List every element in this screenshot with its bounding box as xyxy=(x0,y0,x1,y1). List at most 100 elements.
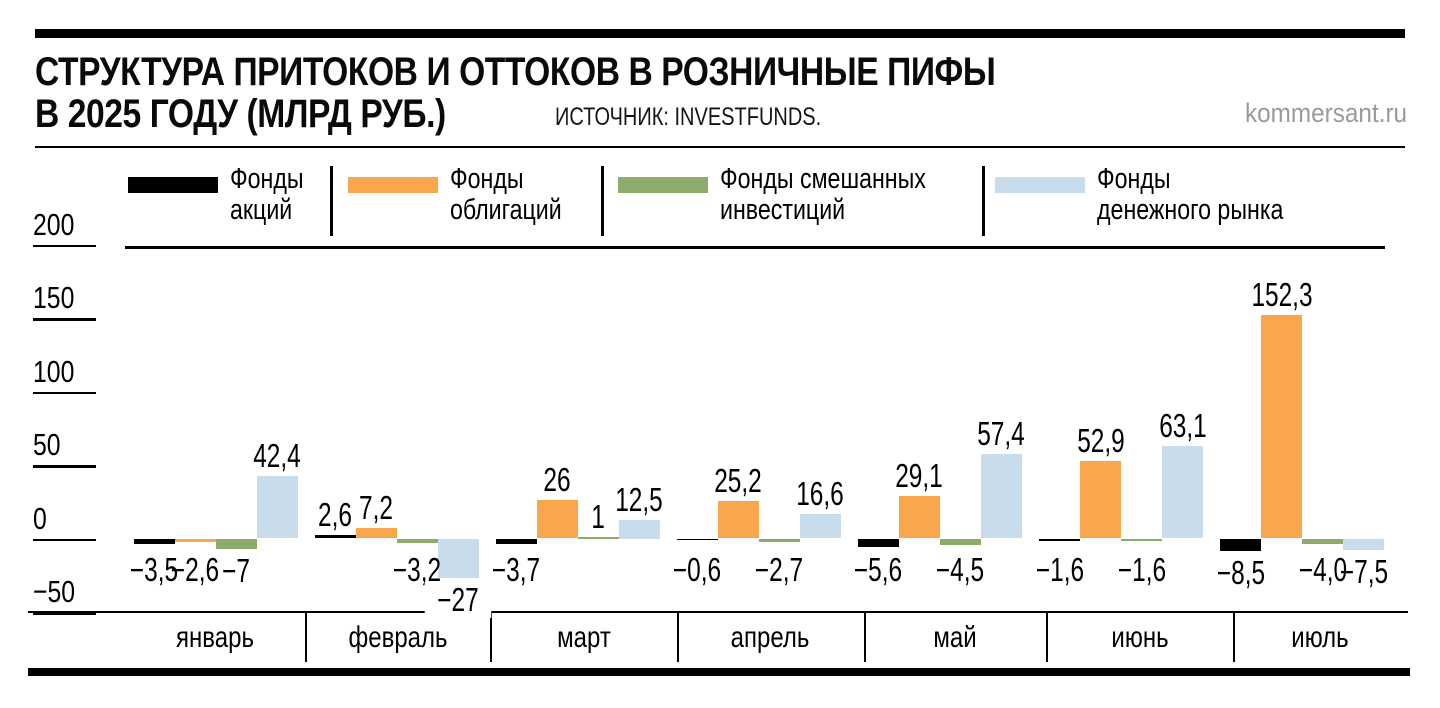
bottom-rule xyxy=(28,668,1410,676)
bar-фонды-акций xyxy=(676,538,718,540)
y-tick-line xyxy=(33,318,96,321)
bar-фонды-денежного-рынка xyxy=(437,538,479,579)
legend-divider-line xyxy=(330,166,333,236)
bar-фонды-смешанных-инвестиций xyxy=(1302,538,1344,545)
bar-value-label: −2,7 xyxy=(755,551,804,588)
bar-фонды-акций xyxy=(495,538,537,544)
bar-фонды-денежного-рынка xyxy=(799,514,841,539)
legend-swatch xyxy=(618,177,708,193)
month-label: май xyxy=(933,621,977,654)
legend-swatch xyxy=(128,177,218,193)
bar-value-label: 42,4 xyxy=(253,437,301,475)
month-label: июль xyxy=(1291,621,1349,654)
bar-фонды-акций xyxy=(314,534,356,539)
month-separator xyxy=(1233,611,1235,662)
bar-фонды-акций xyxy=(1220,538,1262,551)
brand-watermark: kommersant.ru xyxy=(1244,98,1407,128)
bar-фонды-денежного-рынка xyxy=(980,454,1022,539)
y-tick-label: 150 xyxy=(33,280,75,315)
month-separator xyxy=(490,611,492,662)
legend-divider-line xyxy=(601,166,604,236)
bar-value-label: −7,5 xyxy=(1339,552,1388,590)
bar-value-label: 52,9 xyxy=(1076,421,1125,459)
page-title-line-1: СТРУКТУРА ПРИТОКОВ И ОТТОКОВ В РОЗНИЧНЫЕ… xyxy=(35,50,996,94)
bar-value-label: −3,2 xyxy=(392,551,442,588)
month-label: апрель xyxy=(730,621,810,654)
bar-фонды-денежного-рынка xyxy=(1162,445,1203,539)
bar-value-label: −4,5 xyxy=(936,551,985,588)
bar-value-label: 152,3 xyxy=(1251,275,1313,313)
bar-value-label: 26 xyxy=(543,461,571,499)
source-note: ИСТОЧНИК: INVESTFUNDS. xyxy=(555,103,822,131)
bar-фонды-денежного-рынка xyxy=(1343,538,1385,550)
bar-фонды-смешанных-инвестиций xyxy=(215,538,257,549)
legend-swatch xyxy=(348,177,438,193)
y-tick-line xyxy=(33,244,96,247)
bar-фонды-денежного-рынка xyxy=(618,520,660,539)
bar-фонды-акций xyxy=(133,538,175,544)
bar-фонды-денежного-рынка xyxy=(256,476,298,539)
bar-value-label: −7 xyxy=(222,551,250,589)
month-label: февраль xyxy=(348,621,448,654)
bar-фонды-облигаций xyxy=(1261,314,1303,539)
bar-фонды-облигаций xyxy=(717,501,759,539)
bar-value-label: −2,6 xyxy=(170,551,220,588)
bar-value-label: 16,6 xyxy=(796,475,845,513)
month-label: июнь xyxy=(1111,621,1169,654)
x-axis-line xyxy=(28,611,1408,613)
bar-value-label: 7,2 xyxy=(359,488,394,526)
bar-value-label: 25,2 xyxy=(714,462,763,500)
legend-label: Фонды облигаций xyxy=(450,163,562,226)
bar-фонды-облигаций xyxy=(898,495,940,539)
bar-фонды-облигаций xyxy=(174,538,216,543)
bar-фонды-смешанных-инвестиций xyxy=(939,538,981,546)
legend-label: Фонды смешанных инвестиций xyxy=(720,163,926,226)
bar-value-label: 1 xyxy=(591,498,605,535)
y-tick-line xyxy=(33,391,96,394)
bar-фонды-смешанных-инвестиций xyxy=(1121,538,1162,541)
page-title-line-2: В 2025 ГОДУ (МЛРД РУБ.) xyxy=(35,92,446,136)
top-rule xyxy=(35,29,1405,38)
bar-value-label: −3,5 xyxy=(129,551,179,588)
legend-divider-rule xyxy=(125,246,1385,249)
month-label: март xyxy=(557,621,611,654)
month-separator xyxy=(677,611,679,662)
bar-value-label: −8,5 xyxy=(1216,553,1265,591)
bar-фонды-акций xyxy=(1039,538,1080,541)
y-tick-line xyxy=(33,538,96,541)
y-tick-line xyxy=(33,612,96,615)
legend-label: Фонды денежного рынка xyxy=(1097,163,1284,226)
month-separator xyxy=(305,611,307,662)
y-tick-label: 0 xyxy=(33,500,47,536)
legend-divider-line xyxy=(982,166,985,236)
bar-фонды-смешанных-инвестиций xyxy=(577,537,619,539)
y-tick-label: −50 xyxy=(33,574,76,609)
legend-label: Фонды акций xyxy=(230,163,304,226)
bar-value-label: 12,5 xyxy=(615,481,663,519)
bar-value-label: 29,1 xyxy=(895,456,944,494)
bar-value-label: 63,1 xyxy=(1158,406,1207,444)
bar-value-label: −5,6 xyxy=(854,551,903,588)
header-divider xyxy=(35,146,1405,148)
bar-фонды-облигаций xyxy=(1080,460,1121,539)
y-tick-label: 100 xyxy=(33,353,75,389)
y-tick-label: 200 xyxy=(33,206,75,242)
bar-value-label: −27 xyxy=(424,582,492,619)
bar-value-label: 57,4 xyxy=(977,415,1026,453)
bar-value-label: 2,6 xyxy=(318,495,353,533)
legend-swatch xyxy=(995,177,1085,193)
month-separator xyxy=(1046,611,1048,662)
y-tick-line xyxy=(33,465,96,468)
bar-фонды-облигаций xyxy=(355,527,397,539)
bar-value-label: −4,0 xyxy=(1298,551,1347,588)
bar-фонды-акций xyxy=(857,538,899,547)
month-label: январь xyxy=(176,621,254,654)
bar-фонды-смешанных-инвестиций xyxy=(758,538,800,543)
bar-value-label: −0,6 xyxy=(673,551,722,588)
bar-value-label: −3,7 xyxy=(492,551,541,588)
y-tick-label: 50 xyxy=(33,427,61,462)
bar-value-label: −1,6 xyxy=(1117,551,1166,588)
bar-фонды-смешанных-инвестиций xyxy=(396,538,438,544)
month-separator xyxy=(864,611,866,662)
